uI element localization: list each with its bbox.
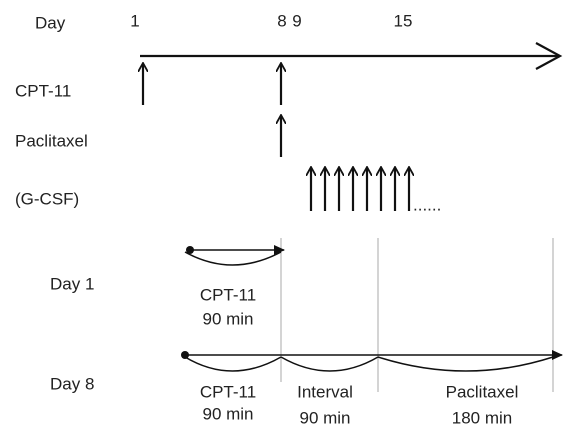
duration-brace — [184, 356, 282, 372]
drug-label: CPT-11 — [15, 81, 71, 100]
segment-duration: 180 min — [452, 408, 512, 427]
day-tick: 15 — [394, 11, 413, 30]
segment-duration: 90 min — [299, 408, 350, 427]
timeline-label: Day — [35, 13, 66, 32]
continuation: ...... — [413, 195, 441, 214]
schedule-label: Day 1 — [50, 274, 94, 293]
segment-duration: 90 min — [202, 404, 253, 423]
segment-name: CPT-11 — [200, 382, 256, 401]
duration-brace — [280, 356, 379, 372]
segment-name: Interval — [297, 382, 353, 401]
day-tick: 1 — [130, 11, 139, 30]
duration-brace — [377, 356, 554, 372]
drug-label: Paclitaxel — [15, 131, 88, 150]
segment-name: CPT-11 — [200, 285, 256, 304]
segment-duration: 90 min — [202, 309, 253, 328]
day-tick: 8 — [277, 11, 286, 30]
segment-name: Paclitaxel — [446, 382, 519, 401]
day-tick: 9 — [292, 11, 301, 30]
drug-label: (G-CSF) — [15, 189, 79, 208]
schedule-label: Day 8 — [50, 374, 94, 393]
gcsf-arrows — [311, 168, 409, 211]
duration-brace — [184, 251, 282, 266]
